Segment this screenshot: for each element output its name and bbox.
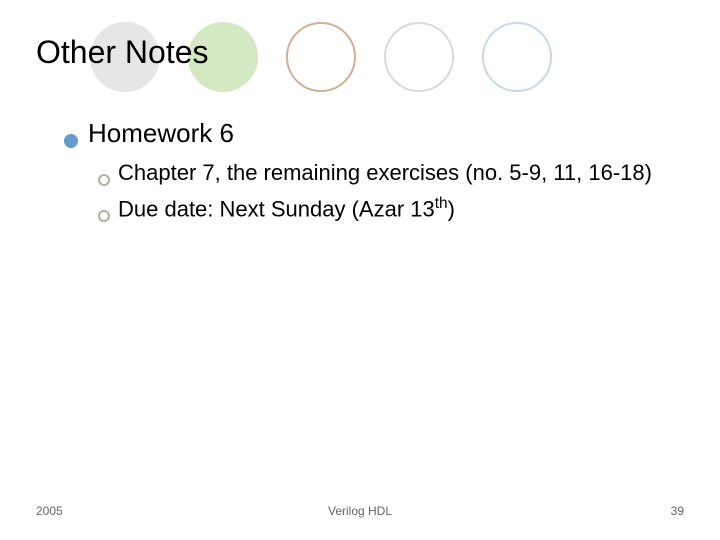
content-area: Homework 6 Chapter 7, the remaining exer… — [64, 118, 690, 230]
circle-4 — [384, 22, 454, 92]
sub-item-2: Due date: Next Sunday (Azar 13th) — [98, 194, 690, 224]
circle-3 — [286, 22, 356, 92]
bullet-level1: Homework 6 — [64, 118, 690, 149]
sub-item-2-text: Due date: Next Sunday (Azar 13th) — [118, 194, 455, 224]
sub-item-2-pre: Due date: Next Sunday (Azar 13 — [118, 196, 435, 221]
bullet-dot-icon — [64, 134, 78, 148]
footer-page-number: 39 — [671, 504, 684, 518]
footer: 2005 Verilog HDL 39 — [36, 504, 684, 518]
sub-list: Chapter 7, the remaining exercises (no. … — [98, 159, 690, 224]
sub-item-1-text: Chapter 7, the remaining exercises (no. … — [118, 159, 652, 188]
footer-title: Verilog HDL — [328, 504, 392, 518]
circle-5 — [482, 22, 552, 92]
sub-item-1: Chapter 7, the remaining exercises (no. … — [98, 159, 690, 188]
footer-year: 2005 — [36, 504, 63, 518]
sub-item-2-post: ) — [448, 196, 455, 221]
sub-item-2-sup: th — [435, 195, 448, 212]
slide-title: Other Notes — [36, 34, 209, 71]
bullet-text: Homework 6 — [88, 118, 234, 149]
ring-bullet-icon — [98, 210, 110, 222]
ring-bullet-icon — [98, 174, 110, 186]
